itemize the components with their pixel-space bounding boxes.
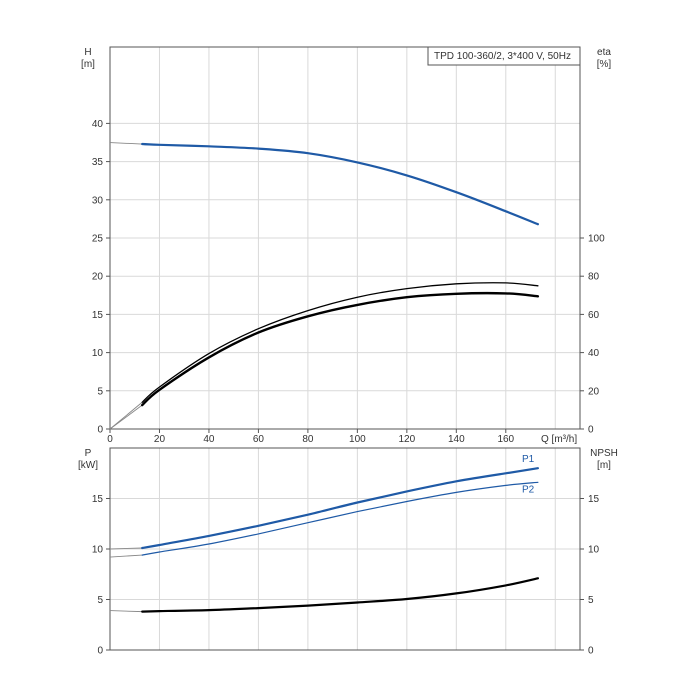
series-line — [141, 577, 539, 613]
y-left-tick-label: 0 — [97, 425, 103, 436]
y-right-tick-label: 10 — [588, 545, 600, 556]
y-right-tick-label: 80 — [588, 272, 600, 283]
series-extension-line — [109, 610, 143, 613]
grid — [110, 47, 580, 429]
y-left-tick-label: 15 — [92, 494, 104, 505]
series-extension-line — [109, 554, 143, 558]
y-right-tick-label: 60 — [588, 310, 600, 321]
x-tick-label: 100 — [349, 434, 366, 445]
series-line — [141, 142, 539, 226]
grid — [110, 448, 580, 650]
y-left-tick-label: 10 — [92, 348, 104, 359]
y-left-tick-label: 5 — [97, 595, 103, 606]
series-0-1 — [109, 291, 540, 430]
x-tick-label: 0 — [107, 434, 113, 445]
y-left-tick-label: 35 — [92, 157, 104, 168]
y-right-axis-label: [%] — [597, 59, 612, 70]
y-left-tick-label: 5 — [97, 386, 103, 397]
chart-title-box: TPD 100-360/2, 3*400 V, 50Hz — [427, 46, 581, 66]
series-line — [141, 291, 540, 407]
series-1-0: P1 — [109, 454, 539, 550]
series-extension-line — [109, 401, 143, 430]
y-left-axis-label: H — [84, 47, 91, 58]
y-left-tick-label: 15 — [92, 310, 104, 321]
series-extension-line — [109, 547, 143, 550]
y-left-tick-label: 20 — [92, 272, 104, 283]
x-tick-label: 40 — [203, 434, 215, 445]
y-left-tick-label: 0 — [97, 646, 103, 657]
y-left-tick-label: 40 — [92, 119, 104, 130]
x-tick-label: 80 — [302, 434, 314, 445]
series-line — [141, 282, 539, 403]
y-right-tick-label: 0 — [588, 425, 594, 436]
series-1-2 — [109, 577, 539, 613]
y-right-axis-label: [m] — [597, 460, 611, 471]
y-left-axis-label: P — [85, 448, 92, 459]
x-tick-label: 120 — [398, 434, 415, 445]
series-extension-line — [109, 142, 143, 145]
y-right-tick-label: 15 — [588, 494, 600, 505]
series-0-2 — [109, 282, 539, 430]
y-right-tick-label: 20 — [588, 386, 600, 397]
y-right-axis-label: NPSH — [590, 448, 618, 459]
series-line — [141, 481, 539, 556]
series-name-label: P2 — [522, 484, 535, 495]
series-line — [141, 467, 539, 550]
y-right-tick-label: 0 — [588, 646, 594, 657]
series-name-label: P1 — [522, 454, 535, 465]
y-right-tick-label: 100 — [588, 234, 605, 245]
y-left-axis-label: [m] — [81, 59, 95, 70]
x-tick-label: 160 — [497, 434, 514, 445]
y-left-tick-label: 30 — [92, 195, 104, 206]
y-right-tick-label: 5 — [588, 595, 594, 606]
x-tick-label: 140 — [448, 434, 465, 445]
series-1-1: P2 — [109, 481, 539, 558]
y-right-tick-label: 40 — [588, 348, 600, 359]
title-box-border — [427, 46, 581, 66]
power-npsh-plot: 0 5 10 15 0 5 10 15 P[kW] NPSH[m] P1 P2 — [78, 447, 618, 657]
x-tick-label: 60 — [253, 434, 265, 445]
x-tick-label: 20 — [154, 434, 166, 445]
y-right-axis-label: eta — [597, 47, 611, 58]
head-efficiency-plot: 0 5 10 15 20 25 30 35 40 0 20 40 60 80 100 0 20 40 60 80 100… — [81, 46, 612, 445]
chart-title: TPD 100-360/2, 3*400 V, 50Hz — [434, 51, 571, 62]
y-left-tick-label: 10 — [92, 545, 104, 556]
x-axis-label: Q [m³/h] — [541, 434, 577, 445]
y-left-axis-label: [kW] — [78, 460, 98, 471]
series-0-0 — [109, 142, 539, 226]
y-left-tick-label: 25 — [92, 234, 104, 245]
